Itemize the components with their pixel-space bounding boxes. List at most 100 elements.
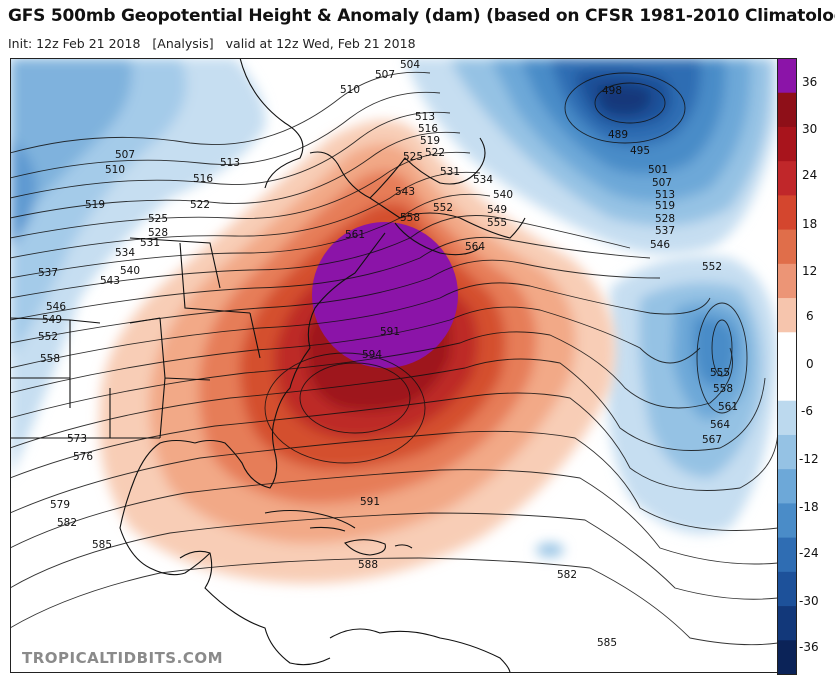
contour-label: 507 bbox=[652, 177, 672, 189]
contour-label: 525 bbox=[148, 213, 168, 225]
contour-label: 519 bbox=[655, 200, 675, 212]
contour-label: 522 bbox=[425, 147, 445, 159]
contour-label: 561 bbox=[345, 229, 365, 241]
colorbar-label: 24 bbox=[802, 168, 817, 182]
colorbar-block bbox=[777, 469, 797, 504]
contour-label: 591 bbox=[360, 496, 380, 508]
contour-label: 501 bbox=[648, 164, 668, 176]
valid-time: valid at 12z Wed, Feb 21 2018 bbox=[225, 36, 416, 51]
colorbar-label: 12 bbox=[802, 264, 817, 278]
height-anomaly-map: 507 504 510 513 516 519 522 525 531 534 … bbox=[10, 58, 778, 673]
colorbar-block bbox=[777, 126, 797, 162]
contour-label: 522 bbox=[190, 199, 210, 211]
colorbar-block bbox=[777, 229, 797, 265]
contour-label: 552 bbox=[702, 261, 722, 273]
colorbar-block bbox=[777, 92, 797, 128]
contour-label: 495 bbox=[630, 145, 650, 157]
colorbar-block bbox=[777, 400, 797, 436]
contour-label: 546 bbox=[46, 301, 66, 313]
contour-label: 567 bbox=[702, 434, 722, 446]
contour-label: 504 bbox=[400, 59, 420, 71]
colorbar-block bbox=[777, 503, 797, 539]
contour-label: 510 bbox=[105, 164, 125, 176]
colorbar-label: 30 bbox=[802, 122, 817, 136]
colorbar-label: 18 bbox=[802, 217, 817, 231]
contour-label: 531 bbox=[140, 237, 160, 249]
contour-label: 507 bbox=[115, 149, 135, 161]
contour-label: 579 bbox=[50, 499, 70, 511]
contour-label: 534 bbox=[115, 247, 135, 259]
contour-label: 525 bbox=[403, 151, 423, 163]
run-type: [Analysis] bbox=[152, 36, 214, 51]
contour-label: 558 bbox=[713, 383, 733, 395]
contour-label: 564 bbox=[465, 241, 485, 253]
contour-label: 555 bbox=[710, 367, 730, 379]
colorbar-label: 6 bbox=[806, 309, 814, 323]
init-time: Init: 12z Feb 21 2018 bbox=[8, 36, 141, 51]
colorbar-block bbox=[777, 298, 797, 333]
contour-label: 516 bbox=[193, 173, 213, 185]
contour-label: 528 bbox=[148, 227, 168, 239]
contour-label: 552 bbox=[433, 202, 453, 214]
contour-label: 543 bbox=[395, 186, 415, 198]
contour-label: 537 bbox=[655, 225, 675, 237]
colorbar-label: -30 bbox=[799, 594, 819, 608]
contour-label: 552 bbox=[38, 331, 58, 343]
colorbar-label: -18 bbox=[799, 500, 819, 514]
colorbar-frame bbox=[777, 58, 797, 675]
colorbar-label: 36 bbox=[802, 75, 817, 89]
contour-label: 546 bbox=[650, 239, 670, 251]
contour-label: 573 bbox=[67, 433, 87, 445]
colorbar-block bbox=[777, 195, 797, 231]
contour-label: 558 bbox=[400, 212, 420, 224]
contour-label: 489 bbox=[608, 129, 628, 141]
colorbar-block bbox=[777, 571, 797, 607]
colorbar-label: -36 bbox=[799, 640, 819, 654]
contour-label: 564 bbox=[710, 419, 730, 431]
colorbar-blocks bbox=[777, 58, 797, 675]
colorbar-block bbox=[777, 332, 797, 367]
colorbar-block bbox=[777, 161, 797, 196]
contour-label: 555 bbox=[487, 217, 507, 229]
colorbar-block bbox=[777, 58, 797, 94]
contour-label: 585 bbox=[597, 637, 617, 649]
colorbar-block bbox=[777, 434, 797, 470]
contour-label: 558 bbox=[40, 353, 60, 365]
colorbar-block bbox=[777, 366, 797, 402]
contour-labels: 507 504 510 513 516 519 522 525 531 534 … bbox=[38, 59, 738, 649]
colorbar-block bbox=[777, 640, 797, 675]
colorbar-label: 0 bbox=[806, 357, 814, 371]
contour-label: 588 bbox=[358, 559, 378, 571]
contour-label: 540 bbox=[493, 189, 513, 201]
colorbar-block bbox=[777, 537, 797, 573]
contour-label: 549 bbox=[487, 204, 507, 216]
max-anomaly-core bbox=[312, 222, 458, 368]
contour-label: 561 bbox=[718, 401, 738, 413]
map-title: GFS 500mb Geopotential Height & Anomaly … bbox=[8, 6, 835, 26]
contour-label: 594 bbox=[362, 349, 382, 361]
anomaly-colorbar: 36 30 24 18 12 6 0 -6 -12 -18 -24 -30 -3… bbox=[777, 58, 819, 675]
contour-label: 540 bbox=[120, 265, 140, 277]
contour-label: 528 bbox=[655, 213, 675, 225]
contour-label: 513 bbox=[415, 111, 435, 123]
contour-label: 549 bbox=[42, 314, 62, 326]
height-contours bbox=[10, 71, 778, 646]
contour-label: 507 bbox=[375, 69, 395, 81]
colorbar-label: -12 bbox=[799, 452, 819, 466]
contour-label: 543 bbox=[100, 275, 120, 287]
coastlines bbox=[10, 58, 526, 673]
contour-label: 510 bbox=[340, 84, 360, 96]
contour-label: 585 bbox=[92, 539, 112, 551]
map-subtitle: Init: 12z Feb 21 2018 [Analysis] valid a… bbox=[8, 36, 424, 51]
contour-label: 531 bbox=[440, 166, 460, 178]
contour-label: 513 bbox=[220, 157, 240, 169]
contour-label: 519 bbox=[420, 135, 440, 147]
contour-label: 537 bbox=[38, 267, 58, 279]
contour-label: 534 bbox=[473, 174, 493, 186]
contour-label: 513 bbox=[655, 189, 675, 201]
colorbar-block bbox=[777, 263, 797, 299]
contour-label: 582 bbox=[557, 569, 577, 581]
contour-label: 576 bbox=[73, 451, 93, 463]
contour-label: 591 bbox=[380, 326, 400, 338]
contour-label: 516 bbox=[418, 123, 438, 135]
